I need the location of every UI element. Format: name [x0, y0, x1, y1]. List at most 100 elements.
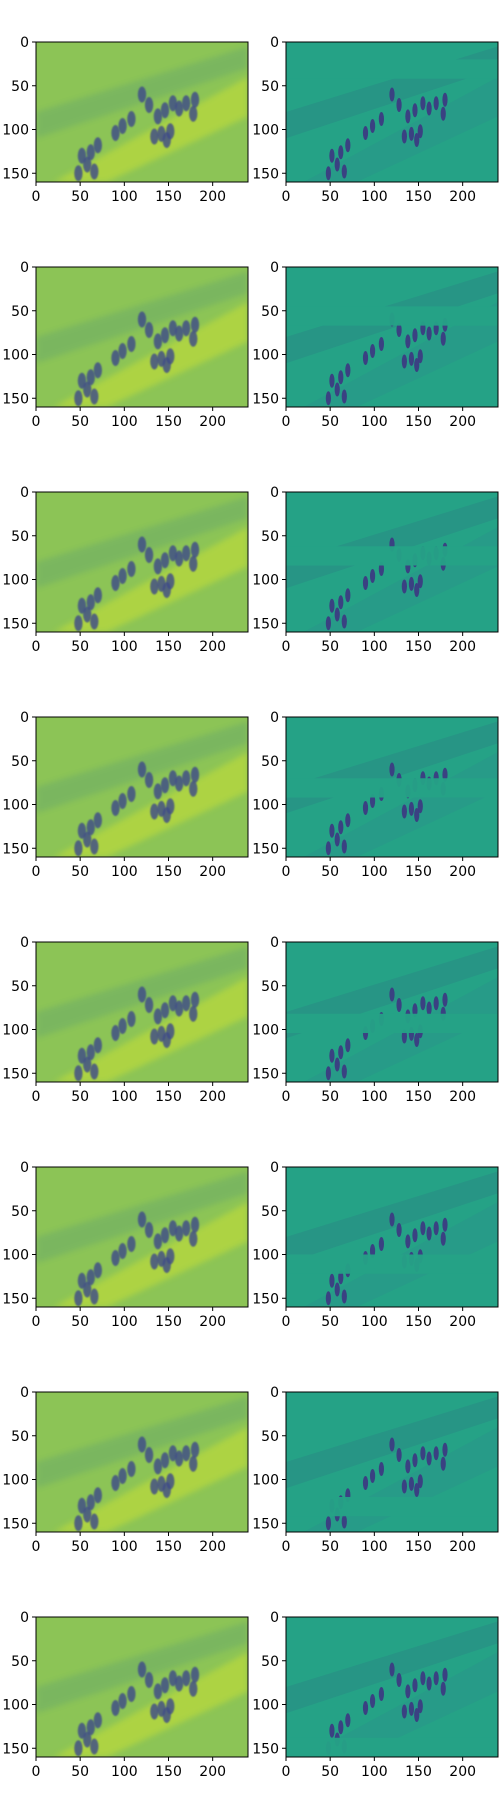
y-tick-label: 150 — [2, 166, 29, 182]
person-blob — [144, 322, 154, 338]
x-tick-label: 0 — [32, 1314, 41, 1330]
masked-strip — [286, 1737, 498, 1757]
y-tick-label: 150 — [252, 1516, 279, 1532]
person-blob — [93, 1487, 103, 1504]
x-tick-label: 100 — [111, 1764, 138, 1780]
person-blob — [153, 1233, 163, 1250]
person-blob — [127, 786, 136, 802]
person-blob — [341, 1064, 347, 1079]
person-blob — [111, 1700, 120, 1716]
person-blob — [150, 1028, 159, 1045]
person-blob — [111, 1025, 120, 1041]
person-blob — [160, 1002, 170, 1019]
x-tick-label: 100 — [361, 1314, 388, 1330]
x-tick-label: 0 — [32, 1089, 41, 1105]
x-tick-label: 0 — [282, 1764, 291, 1780]
axes-frame — [285, 716, 499, 858]
person-blob — [150, 128, 159, 145]
x-tick-label: 200 — [449, 414, 476, 430]
x-tick-label: 0 — [32, 189, 41, 205]
x-tick-label: 150 — [405, 189, 432, 205]
person-blob — [362, 801, 369, 815]
x-tick-label: 0 — [282, 1089, 291, 1105]
x-tick-label: 0 — [32, 414, 41, 430]
y-tick-label: 150 — [252, 391, 279, 407]
y-tick-label: 0 — [20, 710, 29, 726]
person-blob — [417, 574, 423, 589]
y-tick-label: 50 — [11, 529, 29, 545]
person-blob — [90, 1063, 99, 1080]
person-blob — [440, 1231, 446, 1246]
person-blob — [338, 1045, 344, 1060]
person-blob — [329, 1273, 335, 1288]
person-blob — [153, 1683, 163, 1700]
masked-strip — [286, 1013, 498, 1033]
scene-band — [53, 752, 248, 857]
x-tick-label: 150 — [155, 414, 182, 430]
person-blob — [189, 555, 198, 572]
person-blob — [389, 1212, 395, 1227]
y-tick-label: 0 — [270, 1385, 279, 1401]
y-tick-label: 50 — [261, 754, 279, 770]
person-blob — [162, 1032, 171, 1048]
x-tick-label: 50 — [71, 1314, 89, 1330]
x-tick-label: 50 — [321, 864, 339, 880]
person-blob — [153, 108, 163, 125]
x-tick-label: 50 — [71, 414, 89, 430]
person-blob — [325, 841, 331, 856]
person-blob — [414, 133, 420, 147]
person-blob — [341, 839, 347, 854]
scene-band — [303, 1652, 498, 1757]
y-tick-label: 100 — [2, 1023, 29, 1039]
person-blob — [408, 1701, 415, 1716]
person-blob — [189, 1005, 198, 1022]
person-blob — [334, 382, 340, 397]
scene-band — [53, 977, 248, 1082]
person-blob — [345, 138, 351, 153]
person-blob — [86, 1494, 95, 1511]
person-blob — [417, 349, 423, 364]
y-tick-label: 150 — [252, 1291, 279, 1307]
x-tick-label: 50 — [71, 189, 89, 205]
person-blob — [86, 1719, 95, 1736]
y-tick-label: 150 — [2, 616, 29, 632]
y-tick-label: 100 — [252, 123, 279, 139]
person-blob — [442, 1667, 448, 1682]
person-blob — [369, 344, 376, 358]
scene-band — [53, 1202, 248, 1307]
person-blob — [83, 1056, 92, 1073]
x-tick-label: 150 — [155, 1539, 182, 1555]
person-blob — [174, 1000, 184, 1017]
person-blob — [190, 1216, 200, 1233]
scene-band — [303, 77, 498, 182]
x-tick-label: 50 — [71, 1089, 89, 1105]
person-blob — [181, 1670, 191, 1687]
person-blob — [325, 1066, 331, 1081]
person-blob — [153, 1458, 163, 1475]
person-blob — [412, 103, 418, 118]
person-blob — [362, 351, 369, 365]
person-blob — [338, 145, 344, 160]
x-tick-label: 150 — [155, 1089, 182, 1105]
person-blob — [389, 87, 395, 102]
y-tick-label: 0 — [270, 1160, 279, 1176]
x-tick-label: 50 — [321, 189, 339, 205]
x-tick-label: 150 — [405, 1539, 432, 1555]
x-tick-label: 0 — [282, 189, 291, 205]
scene-band — [53, 77, 248, 182]
person-blob — [144, 997, 154, 1013]
x-tick-label: 100 — [361, 1764, 388, 1780]
person-blob — [440, 1456, 446, 1471]
x-tick-label: 100 — [111, 414, 138, 430]
x-tick-label: 100 — [361, 639, 388, 655]
person-blob — [396, 1673, 402, 1687]
